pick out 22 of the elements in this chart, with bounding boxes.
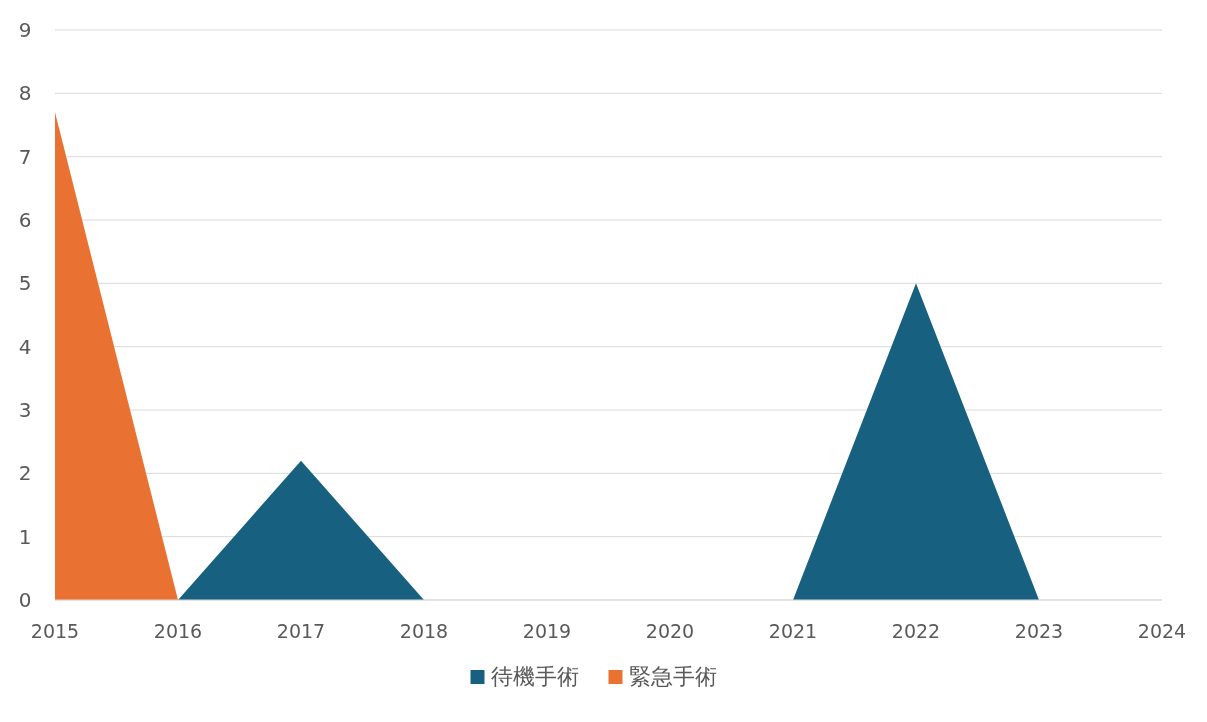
legend-label: 待機手術 [490, 664, 579, 689]
y-tick-label: 6 [18, 208, 32, 232]
y-tick-label: 9 [18, 18, 32, 42]
x-tick-label: 2020 [645, 620, 695, 642]
y-tick-label: 0 [18, 588, 32, 612]
legend-label: 緊急手術 [628, 664, 717, 689]
x-tick-label: 2017 [276, 620, 326, 642]
x-tick-label: 2019 [522, 620, 572, 642]
x-tick-label: 2022 [891, 620, 941, 642]
y-tick-label: 2 [18, 461, 32, 486]
y-tick-label: 4 [18, 334, 32, 359]
x-tick-label: 2023 [1014, 620, 1064, 642]
x-tick-label: 2016 [153, 620, 203, 642]
y-tick-label: 3 [18, 398, 32, 422]
x-tick-label: 2024 [1137, 620, 1187, 642]
y-tick-label: 8 [18, 81, 32, 106]
x-tick-label: 2018 [399, 620, 449, 642]
y-tick-label: 7 [18, 144, 32, 169]
y-tick-label: 5 [18, 271, 32, 296]
x-tick-label: 2015 [30, 620, 80, 642]
y-tick-label: 1 [18, 524, 32, 549]
x-tick-label: 2021 [768, 620, 818, 642]
